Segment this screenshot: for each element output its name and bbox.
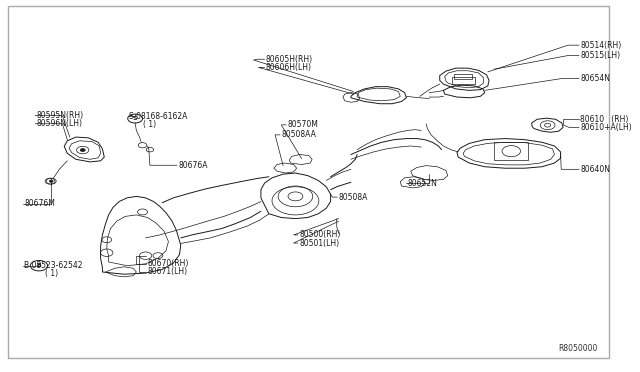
Text: 80610   (RH): 80610 (RH) <box>580 115 628 124</box>
Text: S: S <box>133 116 138 121</box>
Text: 80514(RH): 80514(RH) <box>580 41 621 50</box>
Text: 80640N: 80640N <box>580 165 611 174</box>
Text: 80595N(RH): 80595N(RH) <box>36 111 84 120</box>
Text: B: B <box>36 263 42 268</box>
Text: 80676M: 80676M <box>24 199 55 208</box>
Text: 80610+A(LH): 80610+A(LH) <box>580 123 632 132</box>
Text: 80508A: 80508A <box>339 193 368 202</box>
Bar <box>452 77 476 84</box>
Bar <box>454 74 472 78</box>
Text: 80501(LH): 80501(LH) <box>299 238 339 248</box>
Text: 80596N(LH): 80596N(LH) <box>36 119 83 128</box>
Text: 80606H(LH): 80606H(LH) <box>266 63 312 72</box>
Text: 80570M: 80570M <box>287 121 318 129</box>
Text: B 08523-62542: B 08523-62542 <box>24 261 83 270</box>
Text: 80508AA: 80508AA <box>281 130 316 140</box>
Text: ( 1): ( 1) <box>143 120 156 129</box>
Circle shape <box>80 148 85 151</box>
Text: ( 1): ( 1) <box>45 269 58 278</box>
Text: 80671(LH): 80671(LH) <box>147 267 188 276</box>
Text: 80500(RH): 80500(RH) <box>299 230 340 240</box>
Text: R8050000: R8050000 <box>558 344 598 353</box>
Text: 80652N: 80652N <box>408 179 438 187</box>
Text: 80605H(RH): 80605H(RH) <box>266 55 313 64</box>
Circle shape <box>49 180 53 182</box>
Text: 80654N: 80654N <box>580 74 611 83</box>
Text: 80670(RH): 80670(RH) <box>147 259 189 268</box>
Text: 80515(LH): 80515(LH) <box>580 51 620 60</box>
Bar <box>494 142 528 160</box>
Text: 80676A: 80676A <box>179 161 208 170</box>
Text: S 08168-6162A: S 08168-6162A <box>129 112 188 121</box>
